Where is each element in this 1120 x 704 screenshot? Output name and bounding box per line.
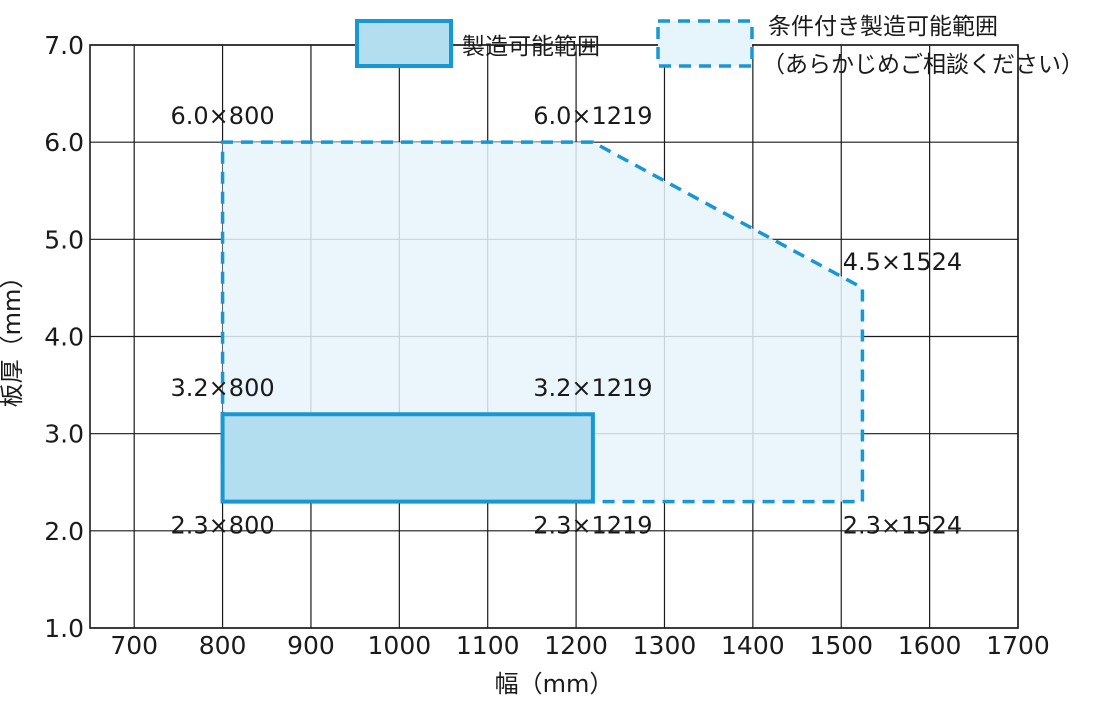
x-tick-label: 1500: [809, 631, 873, 660]
region-manufacturable: [220, 412, 595, 504]
x-tick-label: 900: [287, 631, 335, 660]
legend-label-dashed-line1: 条件付き製造可能範囲: [768, 14, 998, 40]
x-tick-label: 1400: [721, 631, 785, 660]
y-axis-title: 板厚（mm）: [0, 265, 26, 408]
legend-swatch-solid: [355, 19, 453, 68]
legend-label-dashed-line2: （あらかじめご相談ください）: [762, 52, 1084, 78]
x-tick-label: 1100: [456, 631, 520, 660]
point-label: 2.3×800: [171, 512, 275, 540]
x-tick-label: 1000: [368, 631, 432, 660]
x-tick-label: 800: [199, 631, 247, 660]
y-tick-label: 2.0: [44, 517, 84, 546]
point-label: 2.3×1219: [533, 512, 652, 540]
x-tick-label: 1700: [986, 631, 1050, 660]
y-tick-label: 1.0: [44, 614, 84, 643]
legend-swatch-dashed: [656, 19, 754, 68]
point-label: 4.5×1524: [843, 248, 962, 276]
y-tick-label: 6.0: [44, 128, 84, 157]
point-label: 3.2×800: [171, 374, 275, 402]
plot-frame: [89, 44, 1019, 629]
y-tick-label: 5.0: [44, 225, 84, 254]
x-axis-title: 幅（mm）: [495, 670, 614, 698]
x-tick-label: 1300: [633, 631, 697, 660]
x-tick-label: 1200: [544, 631, 608, 660]
plot-area: [220, 140, 865, 504]
point-label: 6.0×1219: [533, 102, 652, 130]
point-label: 6.0×800: [171, 102, 275, 130]
legend: 製造可能範囲 条件付き製造可能範囲 （あらかじめご相談ください）: [355, 14, 1084, 78]
point-label: 2.3×1524: [843, 512, 962, 540]
point-labels: 6.0×800 6.0×1219 4.5×1524 3.2×800 3.2×1219 2.…: [171, 102, 963, 540]
y-tick-label: 3.0: [44, 420, 84, 449]
point-label: 3.2×1219: [533, 374, 652, 402]
y-tick-label: 7.0: [44, 31, 84, 60]
tick-labels: 700 800 900 1000 1100 1200 1300 1400 1500 1600 170…: [44, 31, 1050, 660]
y-tick-label: 4.0: [44, 323, 84, 352]
legend-label-solid: 製造可能範囲: [462, 34, 600, 60]
x-tick-label: 700: [110, 631, 158, 660]
region-conditional: [220, 140, 865, 504]
x-tick-label: 1600: [898, 631, 962, 660]
